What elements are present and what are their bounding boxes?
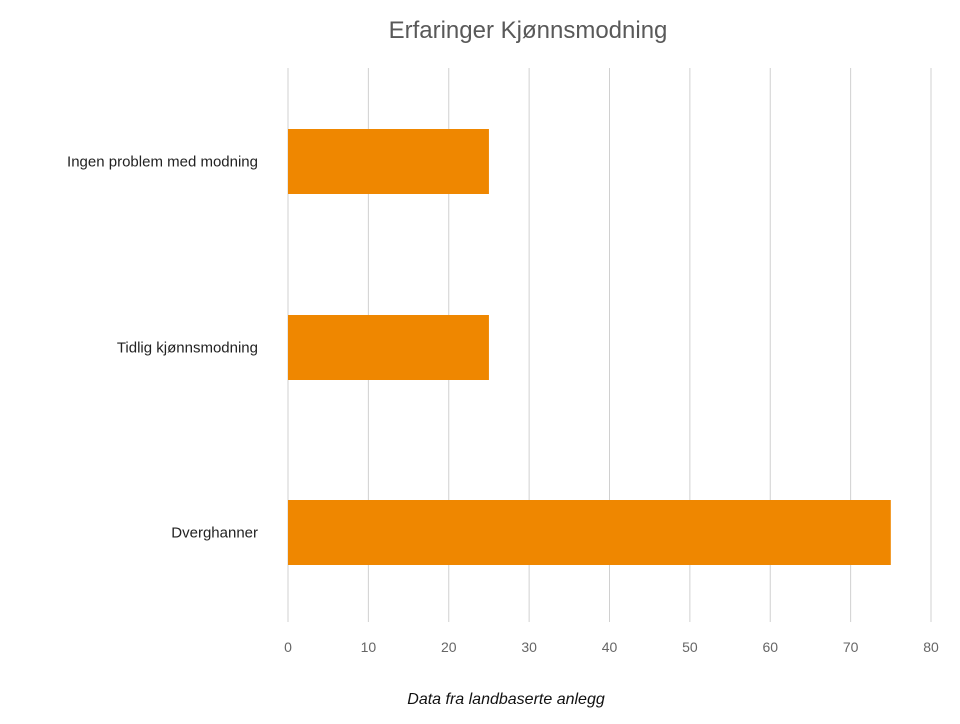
category-label: Ingen problem med modning [67, 154, 258, 171]
category-label: Tidlig kjønnsmodning [117, 340, 258, 357]
x-tick-label: 80 [923, 639, 939, 655]
category-labels: Ingen problem med modning Tidlig kjønnsmo… [67, 154, 258, 542]
bars [288, 129, 891, 565]
bar [288, 129, 489, 194]
x-axis-label: Data fra landbaserte anlegg [407, 691, 605, 708]
chart-title: Erfaringer Kjønnsmodning [389, 17, 668, 44]
x-tick-label: 70 [843, 639, 859, 655]
x-tick-label: 20 [441, 639, 457, 655]
x-tick-label: 10 [361, 639, 377, 655]
x-tick-label: 30 [521, 639, 537, 655]
x-tick-label: 40 [602, 639, 618, 655]
x-tick-label: 0 [284, 639, 292, 655]
x-tick-labels: 0 10 20 30 40 50 60 70 80 [284, 639, 939, 655]
bar [288, 315, 489, 380]
x-tick-label: 50 [682, 639, 698, 655]
x-tick-label: 60 [762, 639, 778, 655]
category-label: Dverghanner [171, 525, 258, 542]
bar [288, 500, 891, 565]
